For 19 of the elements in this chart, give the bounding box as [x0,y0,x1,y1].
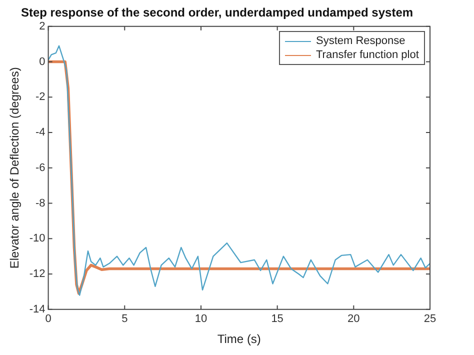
y-tick-label: -14 [29,303,46,316]
y-tick-label: -8 [36,197,46,210]
y-tick-label: 0 [39,56,46,68]
x-tick-label: 20 [348,313,360,326]
x-tick-label: 25 [424,313,436,326]
x-tick-label: 10 [194,313,208,326]
x-tick-label: 5 [122,313,128,326]
y-axis-title: Elevator angle of Deflection (degrees) [8,67,22,269]
y-tick-label: -6 [36,162,46,174]
y-tick-label: -10 [29,232,46,245]
chart-title: Step response of the second order, underdamped undamped system [20,6,414,20]
y-tick-label: -12 [29,268,46,280]
legend-label: Transfer function plot [316,48,419,62]
x-axis-title: Time (s) [217,332,261,346]
y-tick-label: -4 [36,126,46,139]
x-tick-label: 15 [271,313,284,326]
y-tick-label: 2 [39,20,46,32]
y-tick-label: -2 [36,91,46,104]
legend-label: System Response [316,34,406,48]
